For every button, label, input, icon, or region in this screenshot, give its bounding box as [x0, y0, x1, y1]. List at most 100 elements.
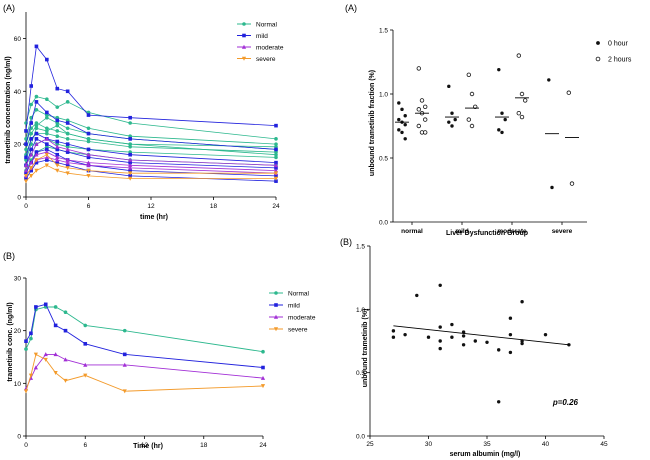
- data-point-normal: [63, 310, 68, 315]
- data-point-normal: [34, 123, 39, 128]
- data-point-mild: [86, 147, 91, 152]
- data-point-mild: [24, 171, 28, 176]
- legend: Normal mild moderate severe: [269, 291, 316, 334]
- data-point-moderate: [23, 168, 29, 173]
- data-point-normal: [45, 131, 49, 136]
- x-tick-label: 45: [600, 441, 608, 448]
- data-point-normal: [128, 121, 132, 125]
- data-point: [450, 335, 454, 339]
- data-point-normal: [86, 126, 91, 131]
- legend-marker-mild: [274, 303, 278, 307]
- series-line-severe: [25, 353, 264, 392]
- data-point-severe: [65, 171, 70, 176]
- data-point: [426, 335, 431, 339]
- legend-marker-open: [595, 56, 601, 62]
- series-normal: [24, 94, 278, 141]
- data-point-mild: [128, 137, 132, 141]
- data-point: [461, 343, 466, 347]
- y-tick-label: 0.5: [379, 156, 388, 163]
- point-2-hours: [469, 91, 475, 97]
- point-2-hours: [416, 66, 421, 71]
- group-moderate: moderate: [495, 53, 529, 235]
- series-line-normal: [25, 109, 277, 145]
- data-point-normal: [45, 115, 49, 120]
- data-point-mild: [65, 163, 70, 168]
- data-point-moderate: [273, 168, 279, 173]
- x-tick-label: mild: [455, 228, 468, 235]
- data-point-normal: [29, 131, 34, 136]
- data-point-mild: [261, 365, 265, 370]
- data-point: [391, 329, 396, 333]
- data-point: [473, 339, 477, 343]
- legend-marker-normal: [274, 291, 278, 295]
- data-point-severe: [122, 389, 127, 394]
- data-point: [438, 283, 442, 287]
- x-tick-label: 25: [366, 441, 374, 448]
- y-tick-label: 1.0: [356, 307, 365, 314]
- point-0-hour: [397, 117, 401, 122]
- data-point-severe: [273, 176, 279, 181]
- data-point-normal: [274, 142, 278, 146]
- data-point-normal: [274, 155, 278, 160]
- data-point: [497, 348, 501, 352]
- legend-label-moderate: moderate: [288, 315, 316, 322]
- x-tick-label: 18: [200, 442, 208, 449]
- data-point-normal: [34, 121, 39, 125]
- x-axis-label: serum albumin (mg/l): [450, 451, 521, 458]
- data-point-mild: [86, 131, 91, 136]
- point-2-hours: [416, 123, 421, 129]
- point-0-hour: [500, 111, 504, 115]
- data-point-mild: [45, 110, 49, 115]
- data-point-mild: [29, 121, 34, 125]
- data-point-mild: [55, 139, 60, 144]
- data-point-moderate: [65, 147, 70, 152]
- data-point-mild: [55, 152, 60, 157]
- series-severe: [23, 352, 266, 394]
- y-tick-label: 0.0: [379, 220, 388, 227]
- legend-label: 2 hours: [608, 57, 632, 64]
- data-point: [543, 332, 548, 337]
- data-point-normal: [55, 105, 60, 109]
- series-line-normal: [25, 306, 264, 353]
- data-point-mild: [128, 152, 132, 157]
- point-0-hour: [403, 123, 407, 127]
- p-value-annotation: p=0.26: [552, 398, 579, 407]
- point-2-hours: [516, 53, 521, 58]
- point-0-hour: [400, 107, 404, 112]
- data-point-severe: [44, 163, 49, 168]
- data-point-normal: [45, 129, 49, 133]
- data-point-mild: [24, 142, 28, 146]
- data-point-mild: [86, 155, 91, 160]
- data-point-mild: [55, 86, 60, 91]
- y-tick-label: 0.5: [356, 370, 365, 377]
- data-point-severe: [23, 179, 29, 184]
- x-tick-label: 12: [147, 203, 155, 210]
- point-2-hours: [523, 98, 528, 103]
- data-point-mild: [274, 179, 278, 183]
- legend-label: 0 hour: [608, 41, 629, 48]
- data-point-mild: [24, 176, 28, 181]
- data-point-mild: [24, 155, 28, 160]
- data-point-severe: [128, 171, 133, 176]
- legend-marker-mild: [242, 33, 246, 38]
- series-mild: [24, 137, 278, 170]
- data-point: [508, 316, 513, 320]
- series-mild: [24, 44, 278, 133]
- data-point-severe: [65, 166, 70, 171]
- y-tick-label: 30: [14, 276, 22, 283]
- data-point-mild: [34, 131, 39, 136]
- point-0-hour: [547, 78, 551, 82]
- legend-label-mild: mild: [256, 33, 268, 40]
- data-point-moderate: [260, 375, 266, 380]
- data-point: [415, 293, 419, 298]
- data-point-moderate: [83, 362, 88, 367]
- data-point-mild: [34, 137, 39, 141]
- data-point-moderate: [86, 152, 91, 157]
- x-axis-label: Time (hr): [133, 443, 163, 450]
- data-point-moderate: [86, 163, 91, 168]
- data-point-severe: [23, 174, 29, 179]
- data-point: [391, 335, 396, 339]
- point-0-hour: [450, 111, 454, 115]
- data-point-severe: [29, 166, 34, 171]
